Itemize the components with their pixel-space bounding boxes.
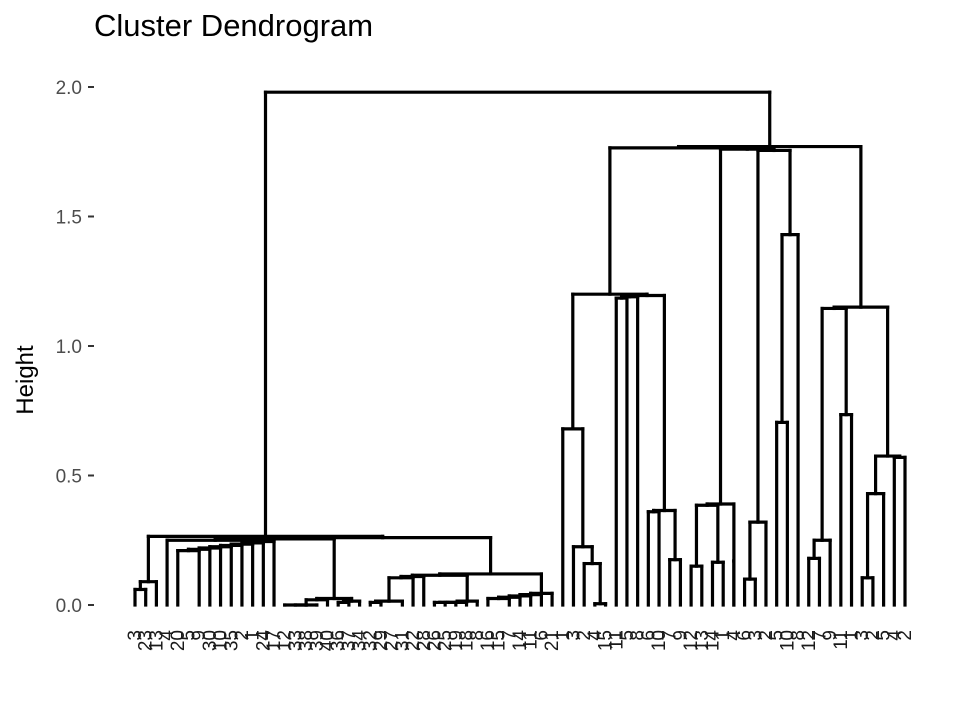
leaf-label: 38 bbox=[296, 630, 317, 651]
leaf-label: 2 bbox=[756, 630, 777, 641]
leaf-label: 12 bbox=[681, 630, 702, 651]
leaf-label: 2 bbox=[895, 630, 916, 641]
leaf-labels: 3231342059301035212417123338394036373432… bbox=[125, 630, 916, 652]
leaf-label: 4 bbox=[157, 630, 178, 641]
leaf-label: 22 bbox=[403, 630, 424, 651]
leaf-label: 9 bbox=[670, 630, 691, 641]
leaf-label: 16 bbox=[478, 630, 499, 651]
leaf-label: 23 bbox=[136, 630, 157, 651]
leaf-label: 13 bbox=[146, 630, 167, 651]
leaf-label: 24 bbox=[253, 630, 274, 652]
y-tick-label: 2.0 bbox=[56, 78, 82, 99]
leaf-label: 3 bbox=[852, 630, 873, 641]
leaf-label: 15 bbox=[596, 630, 617, 651]
leaf-label: 29 bbox=[371, 630, 392, 651]
y-axis: 0.0 0.5 1.0 1.5 2.0 bbox=[56, 78, 94, 617]
leaf-label: 5 bbox=[767, 630, 788, 641]
y-tick-label: 0.0 bbox=[56, 596, 82, 617]
leaf-label: 12 bbox=[799, 630, 820, 651]
leaf-label: 4 bbox=[884, 630, 905, 641]
leaf-label: 11 bbox=[521, 630, 542, 650]
leaf-label: 1 bbox=[713, 630, 734, 641]
leaf-label: 3 bbox=[745, 630, 766, 641]
leaf-label: 10 bbox=[649, 630, 670, 651]
leaf-label: 36 bbox=[328, 630, 349, 651]
leaf-label: 12 bbox=[275, 630, 296, 651]
leaf-label: 6 bbox=[531, 630, 552, 641]
leaf-label: 32 bbox=[360, 630, 381, 651]
leaf-label: 5 bbox=[178, 630, 199, 641]
leaf-label: 1 bbox=[842, 630, 863, 641]
leaf-label: 3 bbox=[125, 630, 146, 641]
leaf-label: 4 bbox=[724, 630, 745, 641]
leaf-label: 3 bbox=[563, 630, 584, 641]
leaf-label: 7 bbox=[660, 630, 681, 641]
leaf-label: 8 bbox=[628, 630, 649, 641]
leaf-label: 2 bbox=[863, 630, 884, 641]
leaf-label: 14 bbox=[703, 630, 724, 652]
leaf-label: 33 bbox=[285, 630, 306, 651]
leaf-label: 10 bbox=[211, 630, 232, 651]
leaf-label: 2 bbox=[232, 630, 253, 641]
leaf-label: 37 bbox=[339, 630, 360, 651]
leaf-label: 11 bbox=[831, 630, 852, 650]
leaf-label: 6 bbox=[638, 630, 659, 641]
leaf-label: 7 bbox=[499, 630, 520, 641]
leaf-label: 14 bbox=[510, 630, 531, 652]
leaf-label: 8 bbox=[467, 630, 488, 641]
leaf-label: 21 bbox=[542, 630, 563, 651]
dendrogram-tree bbox=[133, 90, 907, 607]
leaf-label: 27 bbox=[382, 630, 403, 651]
leaf-label: 5 bbox=[874, 630, 895, 641]
leaf-label: 15 bbox=[489, 630, 510, 651]
leaf-label: 9 bbox=[189, 630, 210, 641]
leaf-label: 11 bbox=[606, 630, 627, 650]
leaf-label: 5 bbox=[617, 630, 638, 641]
leaf-label: 7 bbox=[809, 630, 830, 641]
leaf-label: 25 bbox=[435, 630, 456, 651]
chart-title: Cluster Dendrogram bbox=[94, 8, 374, 43]
y-tick-label: 1.5 bbox=[56, 208, 82, 229]
leaf-label: 20 bbox=[168, 630, 189, 651]
leaf-label: 1 bbox=[553, 630, 574, 641]
leaf-label: 10 bbox=[777, 630, 798, 651]
leaf-label: 26 bbox=[424, 630, 445, 651]
y-tick-label: 1.0 bbox=[56, 337, 82, 358]
leaf-label: 8 bbox=[788, 630, 809, 641]
leaf-label: 9 bbox=[820, 630, 841, 641]
leaf-label: 39 bbox=[307, 630, 328, 651]
leaf-label: 34 bbox=[350, 630, 371, 652]
y-axis-title: Height bbox=[12, 345, 39, 415]
leaf-label: 6 bbox=[735, 630, 756, 641]
leaf-label: 17 bbox=[264, 630, 285, 651]
leaf-label: 30 bbox=[200, 630, 221, 651]
leaf-label: 31 bbox=[392, 630, 413, 651]
leaf-label: 19 bbox=[446, 630, 467, 651]
leaf-label: 28 bbox=[414, 630, 435, 651]
leaf-label: 1 bbox=[243, 630, 264, 641]
leaf-label: 18 bbox=[457, 630, 478, 651]
leaf-label: 40 bbox=[318, 630, 339, 651]
leaf-label: 4 bbox=[585, 630, 606, 641]
y-tick-label: 0.5 bbox=[56, 467, 82, 488]
leaf-label: 13 bbox=[692, 630, 713, 651]
leaf-label: 35 bbox=[221, 630, 242, 651]
leaf-label: 2 bbox=[574, 630, 595, 641]
